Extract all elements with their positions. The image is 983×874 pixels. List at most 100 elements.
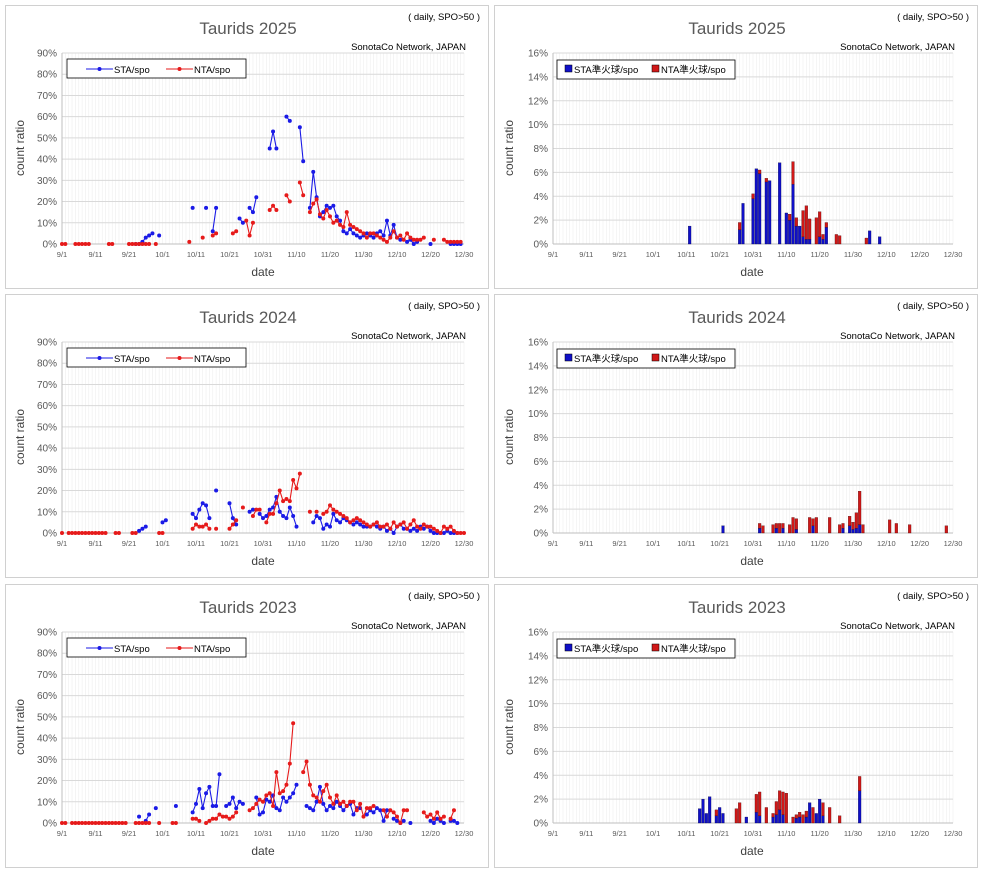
x-tick-label: 9/11 <box>88 829 102 838</box>
nta-data-point <box>428 524 433 529</box>
x-tick-label: 9/1 <box>548 250 558 259</box>
nta-data-point <box>374 520 379 525</box>
x-tick-label: 12/30 <box>944 539 963 548</box>
sta-bar <box>821 239 825 245</box>
x-tick-label: 9/1 <box>548 829 558 838</box>
nta-data-point <box>277 488 282 493</box>
nta-data-point <box>204 821 209 825</box>
nta-bar <box>754 794 758 813</box>
nta-data-point <box>143 821 148 825</box>
nta-data-point <box>411 518 416 523</box>
sta-data-point <box>428 242 433 246</box>
x-tick-label: 10/1 <box>646 539 661 548</box>
nta-bar <box>738 802 742 824</box>
nta-data-point <box>317 212 322 217</box>
sta-data-point <box>331 511 336 516</box>
sta-data-point <box>271 129 276 134</box>
sta-bar <box>808 239 812 245</box>
nta-data-point <box>311 201 316 206</box>
nta-data-point <box>418 526 423 531</box>
sta-bar <box>801 236 805 245</box>
sta-data-point <box>264 797 269 802</box>
sta-data-point <box>411 242 416 246</box>
nta-data-point <box>421 810 426 815</box>
sta-bar <box>751 198 755 245</box>
nta-data-point <box>281 499 286 504</box>
y-tick-label: 80% <box>37 649 57 660</box>
y-tick-label: 0% <box>43 819 58 830</box>
y-tick-label: 2% <box>534 795 549 806</box>
nta-data-point <box>90 821 95 825</box>
sta-data-point <box>448 531 453 535</box>
sta-bar <box>758 528 762 534</box>
y-tick-label: 10% <box>37 218 57 229</box>
x-tick-label: 12/10 <box>388 539 407 548</box>
x-tick-label: 9/21 <box>122 829 137 838</box>
nta-bar <box>808 517 812 534</box>
nta-data-point <box>287 499 292 504</box>
nta-bar <box>771 813 775 818</box>
x-tick-label: 11/10 <box>287 250 305 259</box>
y-tick-label: 40% <box>37 155 57 166</box>
sta-data-point <box>311 808 316 813</box>
sta-data-point <box>287 505 292 510</box>
y-tick-label: 10% <box>37 797 57 808</box>
nta-data-point <box>110 242 115 246</box>
sta-data-point <box>277 509 282 514</box>
y-tick-label: 10% <box>528 409 548 420</box>
sta-data-point <box>431 531 436 535</box>
nta-data-point <box>338 511 343 516</box>
y-tick-label: 50% <box>37 422 57 433</box>
nta-data-point <box>314 509 319 514</box>
nta-data-point <box>321 789 326 794</box>
nta-data-point <box>344 516 349 521</box>
sta-bar <box>738 229 742 245</box>
nta-data-point <box>458 239 463 244</box>
nta-data-point <box>358 801 363 806</box>
nta-bar <box>784 793 788 824</box>
nta-data-point <box>381 524 386 529</box>
chart-title: Taurids 2024 <box>199 308 296 327</box>
sta-data-point <box>328 524 332 529</box>
x-tick-label: 10/21 <box>220 250 239 259</box>
sta-data-point <box>271 505 276 510</box>
nta-data-point <box>324 208 329 213</box>
sta-data-point <box>415 528 420 533</box>
nta-data-point <box>351 799 356 804</box>
nta-data-point <box>257 507 262 512</box>
nta-data-point <box>331 507 336 512</box>
legend-nta-label: NTA/spo <box>194 65 230 76</box>
y-tick-label: 90% <box>37 338 57 349</box>
nta-bar <box>778 790 782 811</box>
nta-data-point <box>281 789 286 794</box>
x-tick-label: 10/1 <box>155 250 170 259</box>
nta-data-point <box>130 242 135 246</box>
nta-data-point <box>361 814 366 819</box>
x-tick-label: 10/21 <box>710 829 729 838</box>
nta-data-point <box>267 208 272 213</box>
x-tick-label: 11/30 <box>844 829 862 838</box>
nta-data-point <box>384 814 389 819</box>
x-tick-label: 10/31 <box>254 829 273 838</box>
sta-data-point <box>197 787 202 792</box>
x-tick-label: 12/20 <box>910 250 929 259</box>
nta-data-point <box>388 235 393 240</box>
nta-bar <box>761 525 765 534</box>
chart-legend: STA準火球/spo NTA準火球/spo <box>556 59 736 80</box>
sta-bar <box>714 815 718 824</box>
nta-data-point <box>341 225 346 230</box>
sta-data-point <box>240 801 245 806</box>
y-tick-label: 12% <box>528 675 548 686</box>
nta-data-point <box>455 239 460 244</box>
nta-data-point <box>364 235 369 240</box>
y-tick-label: 70% <box>37 91 57 102</box>
nta-data-point <box>348 799 353 804</box>
nta-bar <box>791 816 795 824</box>
sta-data-point <box>254 195 259 200</box>
x-tick-label: 11/30 <box>844 250 862 259</box>
legend-sta-label: STA/spo <box>114 65 150 76</box>
sta-data-point <box>451 818 456 823</box>
sta-data-point <box>227 801 232 806</box>
sta-bar <box>818 798 822 824</box>
sta-data-point <box>384 218 389 223</box>
